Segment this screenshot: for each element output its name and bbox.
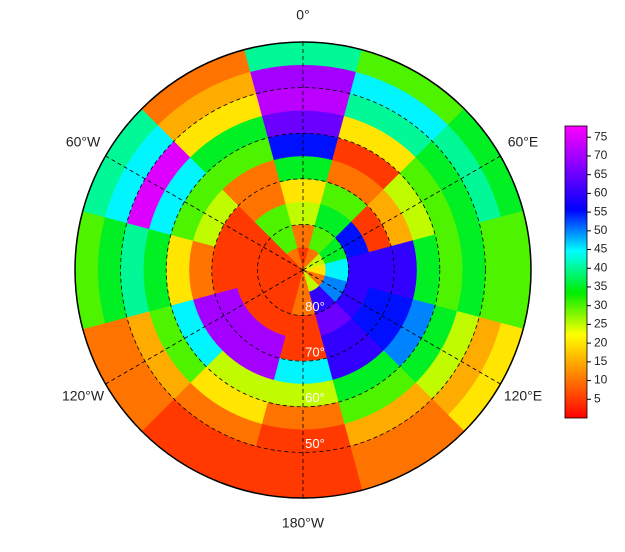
colorbar-tick-label: 10 bbox=[594, 373, 608, 387]
colorbar-tick-label: 15 bbox=[594, 354, 608, 368]
colorbar-tick-label: 25 bbox=[594, 317, 608, 331]
colorbar-tick-label: 75 bbox=[594, 129, 608, 143]
grid-circle bbox=[120, 87, 486, 453]
lat-label: 80° bbox=[305, 299, 325, 314]
heat-cell bbox=[368, 246, 395, 294]
colorbar-tick-label: 60 bbox=[594, 186, 608, 200]
colorbar-tick-label: 55 bbox=[594, 204, 608, 218]
lat-label: 60° bbox=[305, 390, 325, 405]
grid-meridian bbox=[302, 155, 501, 271]
colorbar-tick-label: 45 bbox=[594, 242, 608, 256]
colorbar bbox=[564, 125, 588, 419]
lon-label: 120°W bbox=[62, 388, 105, 404]
lon-label: 180°W bbox=[282, 515, 325, 531]
colorbar-tick-label: 70 bbox=[594, 148, 608, 162]
colorbar-tick-label: 5 bbox=[594, 391, 601, 405]
colorbar-tick-label: 40 bbox=[594, 260, 608, 274]
heat-cell bbox=[211, 246, 238, 294]
heat-cell bbox=[390, 240, 418, 300]
lon-label: 120°E bbox=[504, 388, 542, 404]
lat-label: 70° bbox=[305, 345, 325, 360]
heat-cell bbox=[346, 251, 372, 289]
lon-label: 60°W bbox=[66, 134, 101, 150]
lat-label: 50° bbox=[305, 436, 325, 451]
colorbar-tick-label: 65 bbox=[594, 167, 608, 181]
colorbar-tick-label: 50 bbox=[594, 223, 608, 237]
heat-cell bbox=[412, 234, 441, 306]
heat-cell bbox=[165, 234, 194, 306]
colorbar-tick-label: 30 bbox=[594, 298, 608, 312]
lon-label: 0° bbox=[296, 7, 309, 23]
colorbar-tick-label: 20 bbox=[594, 335, 608, 349]
heat-cell bbox=[188, 240, 216, 300]
grid-meridian bbox=[105, 155, 304, 271]
colorbar-tick-label: 35 bbox=[594, 279, 608, 293]
heat-cell bbox=[234, 251, 260, 289]
plot-border bbox=[74, 41, 532, 499]
lon-label: 60°E bbox=[508, 134, 539, 150]
grid-meridian bbox=[302, 269, 501, 385]
grid-meridian bbox=[105, 269, 304, 385]
